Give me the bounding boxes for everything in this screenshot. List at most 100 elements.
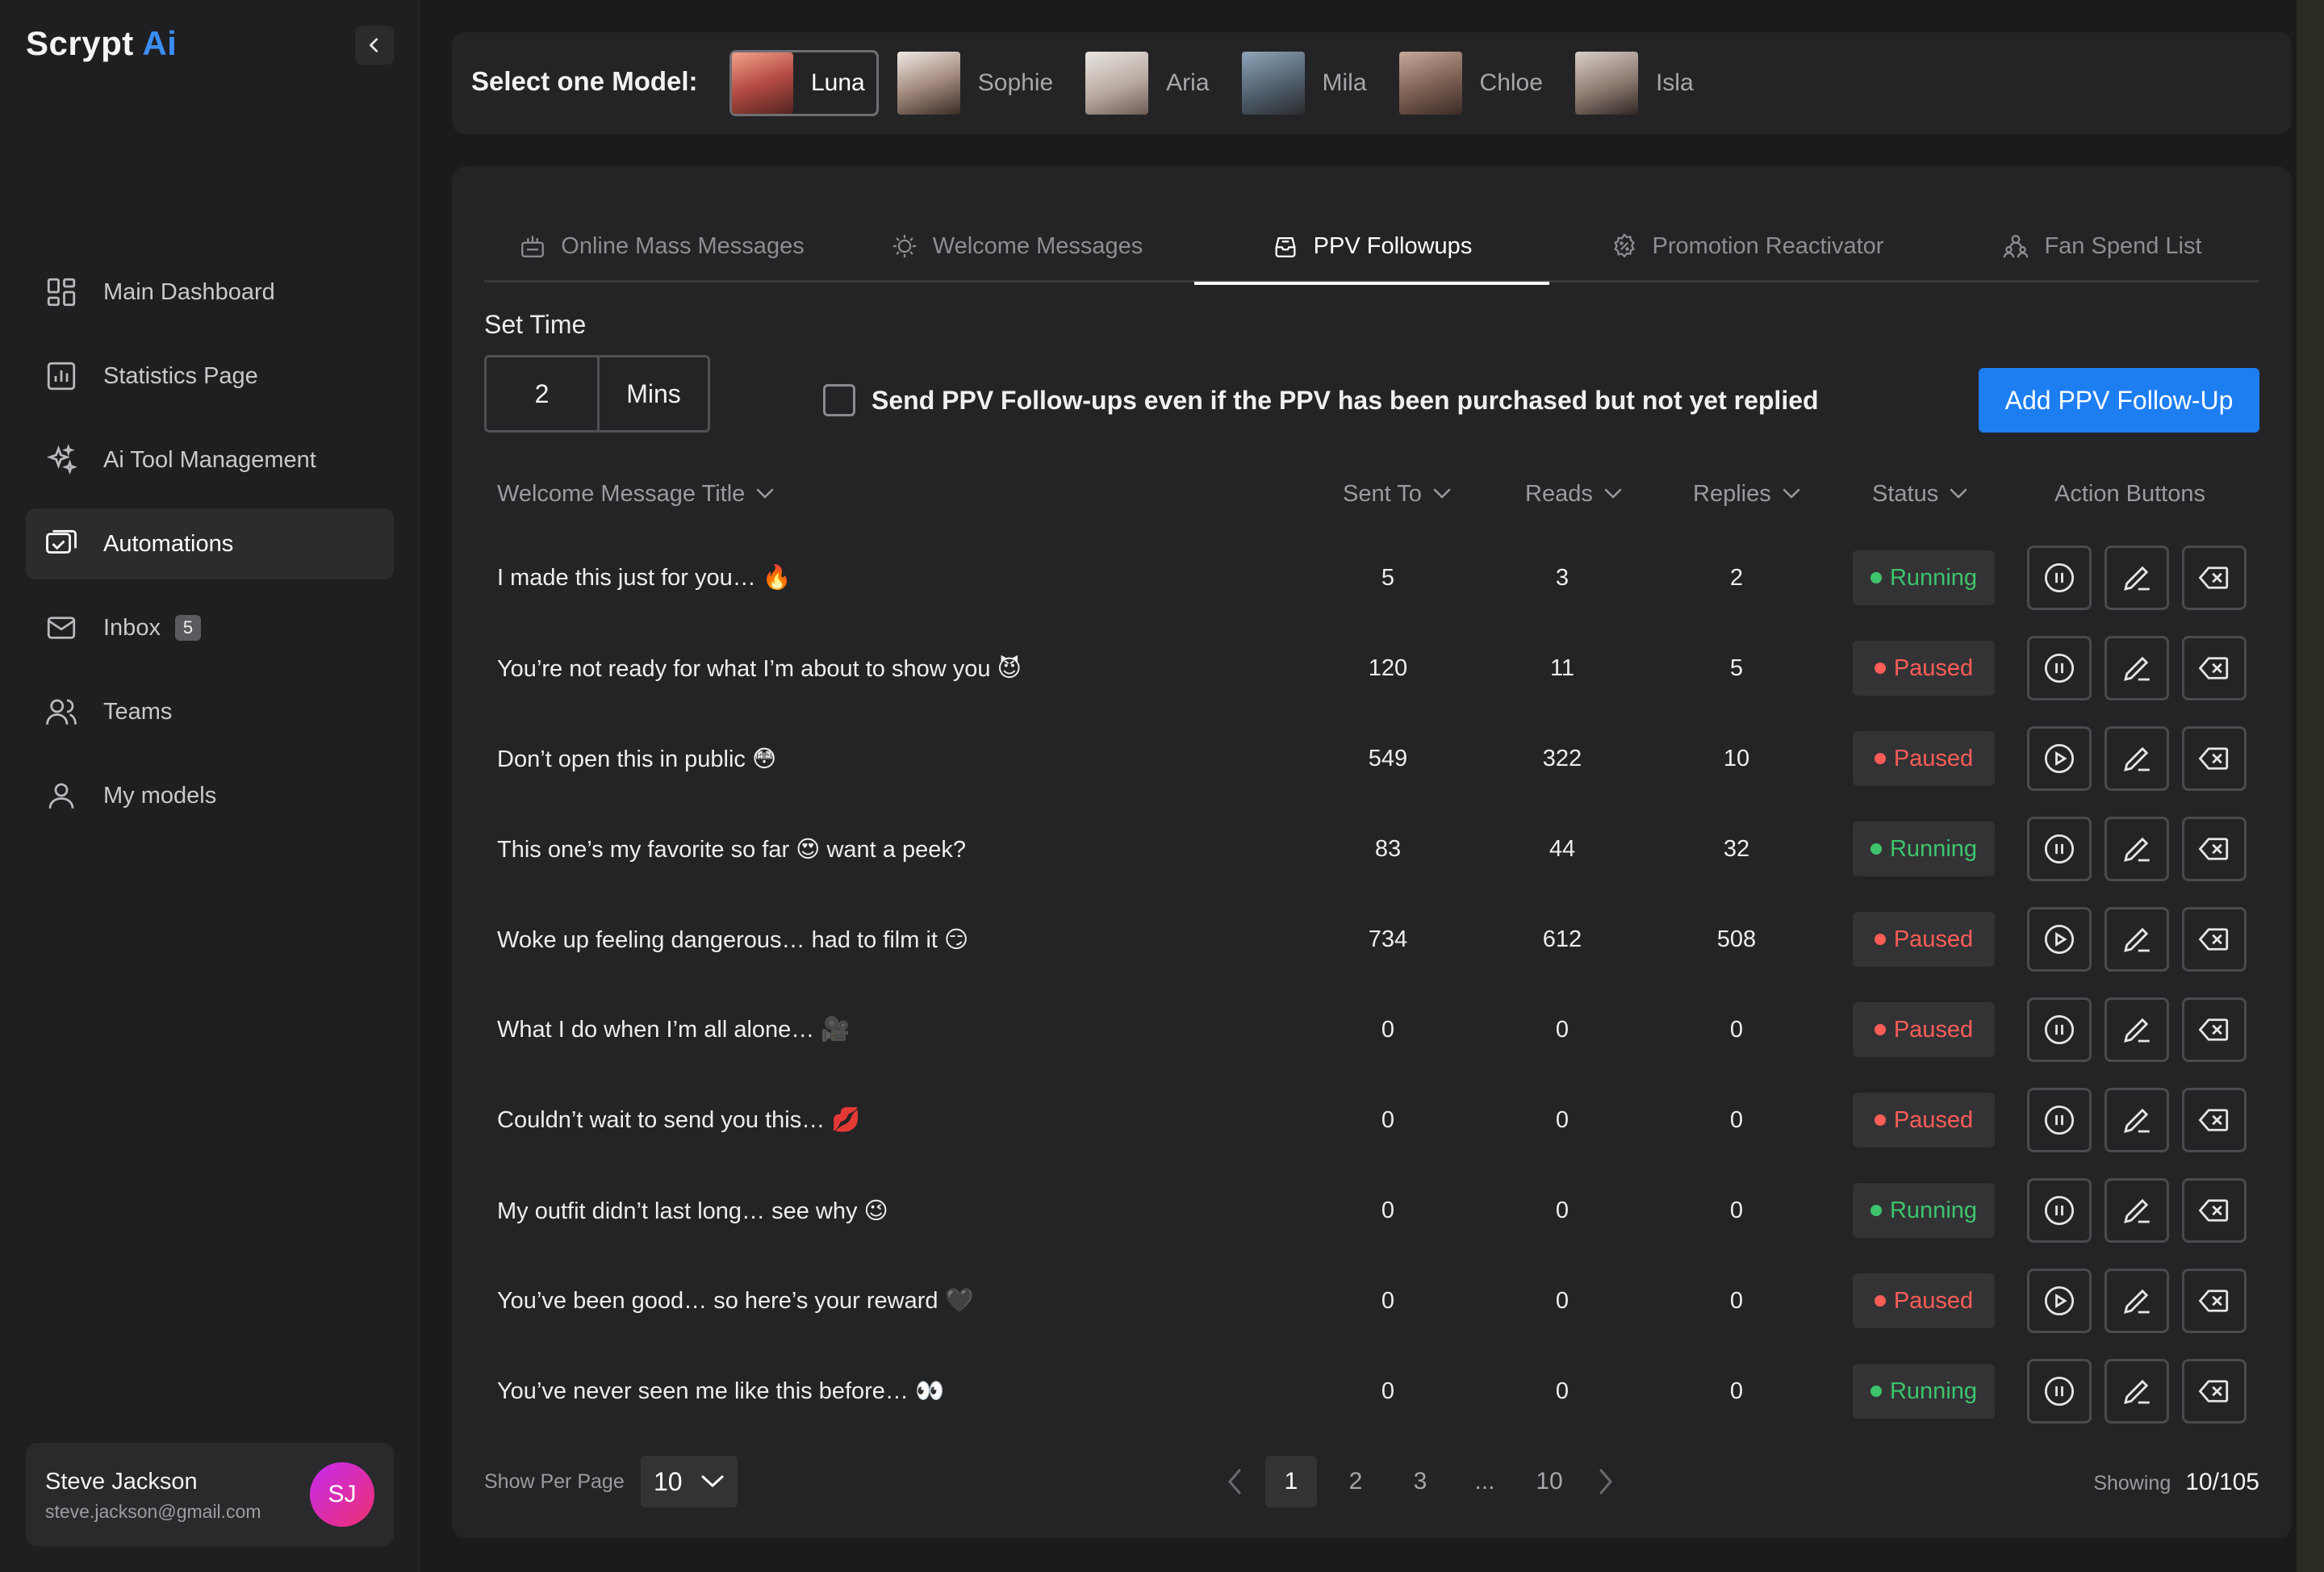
pause-button[interactable] — [2027, 546, 2092, 610]
time-unit-select[interactable]: Mins — [626, 378, 681, 408]
tab-promotion-reactivator[interactable]: Promotion Reactivator — [1549, 210, 1945, 282]
model-option-aria[interactable]: Aria — [1083, 50, 1223, 116]
status-dot — [1874, 1114, 1886, 1126]
edit-icon — [2120, 1374, 2154, 1408]
pause-button[interactable] — [2027, 817, 2092, 881]
reads-value: 0 — [1555, 1106, 1570, 1133]
status-text: Paused — [1893, 1016, 1974, 1043]
delete-button[interactable] — [2182, 1088, 2247, 1152]
table-row: Woke up feeling dangerous… had to film i… — [484, 894, 2259, 985]
sidebar-item-main-dashboard[interactable]: Main Dashboard — [26, 257, 394, 328]
play-button[interactable] — [2027, 907, 2092, 972]
column-status[interactable]: Status — [1872, 470, 1967, 518]
status-text: Paused — [1893, 654, 1974, 681]
set-time-input[interactable]: 2 Mins — [484, 355, 710, 433]
column-replies[interactable]: Replies — [1693, 470, 1800, 518]
pause-button[interactable] — [2027, 1178, 2092, 1243]
edit-button[interactable] — [2105, 1359, 2169, 1424]
reads-value: 44 — [1549, 835, 1576, 862]
play-button[interactable] — [2027, 726, 2092, 791]
model-option-luna[interactable]: Luna — [729, 50, 879, 116]
page-button-2[interactable]: 2 — [1348, 1468, 1363, 1495]
sidebar-item-teams[interactable]: Teams — [26, 676, 394, 747]
action-buttons — [2027, 636, 2259, 700]
add-ppv-follow-up-button[interactable]: Add PPV Follow-Up — [1979, 368, 2259, 433]
delete-button[interactable] — [2182, 1269, 2247, 1333]
sidebar-item-inbox[interactable]: Inbox 5 — [26, 592, 394, 663]
edit-button[interactable] — [2105, 997, 2169, 1062]
send-even-if-purchased-option[interactable]: Send PPV Follow-ups even if the PPV has … — [823, 384, 1819, 416]
delete-button[interactable] — [2182, 636, 2247, 700]
delete-button[interactable] — [2182, 817, 2247, 881]
tab-welcome-messages[interactable]: Welcome Messages — [839, 210, 1194, 282]
play-icon — [2042, 742, 2076, 776]
per-page-select[interactable]: 10 — [641, 1456, 738, 1507]
pause-icon — [2042, 832, 2076, 866]
sent-to-value: 549 — [1368, 745, 1408, 771]
column-reads[interactable]: Reads — [1525, 470, 1622, 518]
tab-label: Promotion Reactivator — [1652, 232, 1884, 259]
replies-value: 10 — [1723, 745, 1750, 771]
edit-button[interactable] — [2105, 1269, 2169, 1333]
delete-button[interactable] — [2182, 1359, 2247, 1424]
chevron-down-icon — [1433, 488, 1451, 500]
replies-value: 0 — [1729, 1016, 1744, 1043]
model-option-mila[interactable]: Mila — [1239, 50, 1381, 116]
edit-button[interactable] — [2105, 907, 2169, 972]
delete-button[interactable] — [2182, 726, 2247, 791]
message-title: This one’s my favorite so far 😍 want a p… — [497, 836, 966, 863]
sparkle-icon — [44, 442, 79, 478]
previous-page-button[interactable] — [1210, 1456, 1259, 1507]
delete-icon — [2197, 651, 2231, 685]
status-text: Running — [1889, 1378, 1978, 1404]
team-icon — [44, 694, 79, 730]
next-page-button[interactable] — [1582, 1456, 1630, 1507]
model-option-sophie[interactable]: Sophie — [895, 50, 1067, 116]
page-button-3[interactable]: 3 — [1413, 1468, 1427, 1495]
action-buttons — [2027, 1359, 2259, 1424]
table-row: You’re not ready for what I’m about to s… — [484, 623, 2259, 713]
table-row: You’ve been good… so here’s your reward … — [484, 1256, 2259, 1346]
page-button-1[interactable]: 1 — [1265, 1456, 1317, 1507]
edit-button[interactable] — [2105, 1178, 2169, 1243]
tab-online-mass-messages[interactable]: Online Mass Messages — [484, 210, 839, 282]
edit-button[interactable] — [2105, 726, 2169, 791]
table-row: I made this just for you… 🔥 5 3 2 Running — [484, 533, 2259, 623]
sidebar-item-statistics-page[interactable]: Statistics Page — [26, 341, 394, 412]
status-badge: Paused — [1853, 1273, 1995, 1328]
action-buttons — [2027, 817, 2259, 881]
sidebar-item-ai-tool-management[interactable]: Ai Tool Management — [26, 424, 394, 495]
badge-icon — [1611, 232, 1638, 260]
delete-button[interactable] — [2182, 546, 2247, 610]
edit-button[interactable] — [2105, 546, 2169, 610]
page-button-10[interactable]: 10 — [1536, 1468, 1563, 1495]
user-card[interactable]: Steve Jackson steve.jackson@gmail.com SJ — [26, 1443, 394, 1546]
edit-button[interactable] — [2105, 636, 2169, 700]
avatar[interactable]: SJ — [310, 1462, 374, 1527]
edit-button[interactable] — [2105, 1088, 2169, 1152]
pause-button[interactable] — [2027, 1359, 2092, 1424]
pause-button[interactable] — [2027, 636, 2092, 700]
table-row: Don’t open this in public 😳 549 322 10 Pause… — [484, 713, 2259, 804]
pause-button[interactable] — [2027, 1088, 2092, 1152]
collapse-sidebar-button[interactable] — [355, 26, 394, 65]
status-badge: Paused — [1853, 731, 1995, 786]
delete-button[interactable] — [2182, 907, 2247, 972]
sidebar-item-automations[interactable]: Automations — [26, 508, 394, 579]
tab-fan-spend-list[interactable]: Fan Spend List — [1945, 210, 2259, 282]
model-option-isla[interactable]: Isla — [1573, 50, 1707, 116]
delete-button[interactable] — [2182, 1178, 2247, 1243]
sidebar-item-my-models[interactable]: My models — [26, 760, 394, 831]
delete-button[interactable] — [2182, 997, 2247, 1062]
send-even-if-purchased-checkbox[interactable] — [823, 384, 855, 416]
time-value-field[interactable]: 2 — [487, 357, 600, 430]
model-option-chloe[interactable]: Chloe — [1397, 50, 1557, 116]
tab-ppv-followups[interactable]: PPV Followups — [1194, 210, 1549, 285]
column-status-label: Status — [1872, 480, 1939, 507]
column-sent-to[interactable]: Sent To — [1343, 470, 1451, 518]
column-title[interactable]: Welcome Message Title — [497, 470, 774, 518]
pause-button[interactable] — [2027, 997, 2092, 1062]
action-buttons — [2027, 1269, 2259, 1333]
play-button[interactable] — [2027, 1269, 2092, 1333]
edit-button[interactable] — [2105, 817, 2169, 881]
